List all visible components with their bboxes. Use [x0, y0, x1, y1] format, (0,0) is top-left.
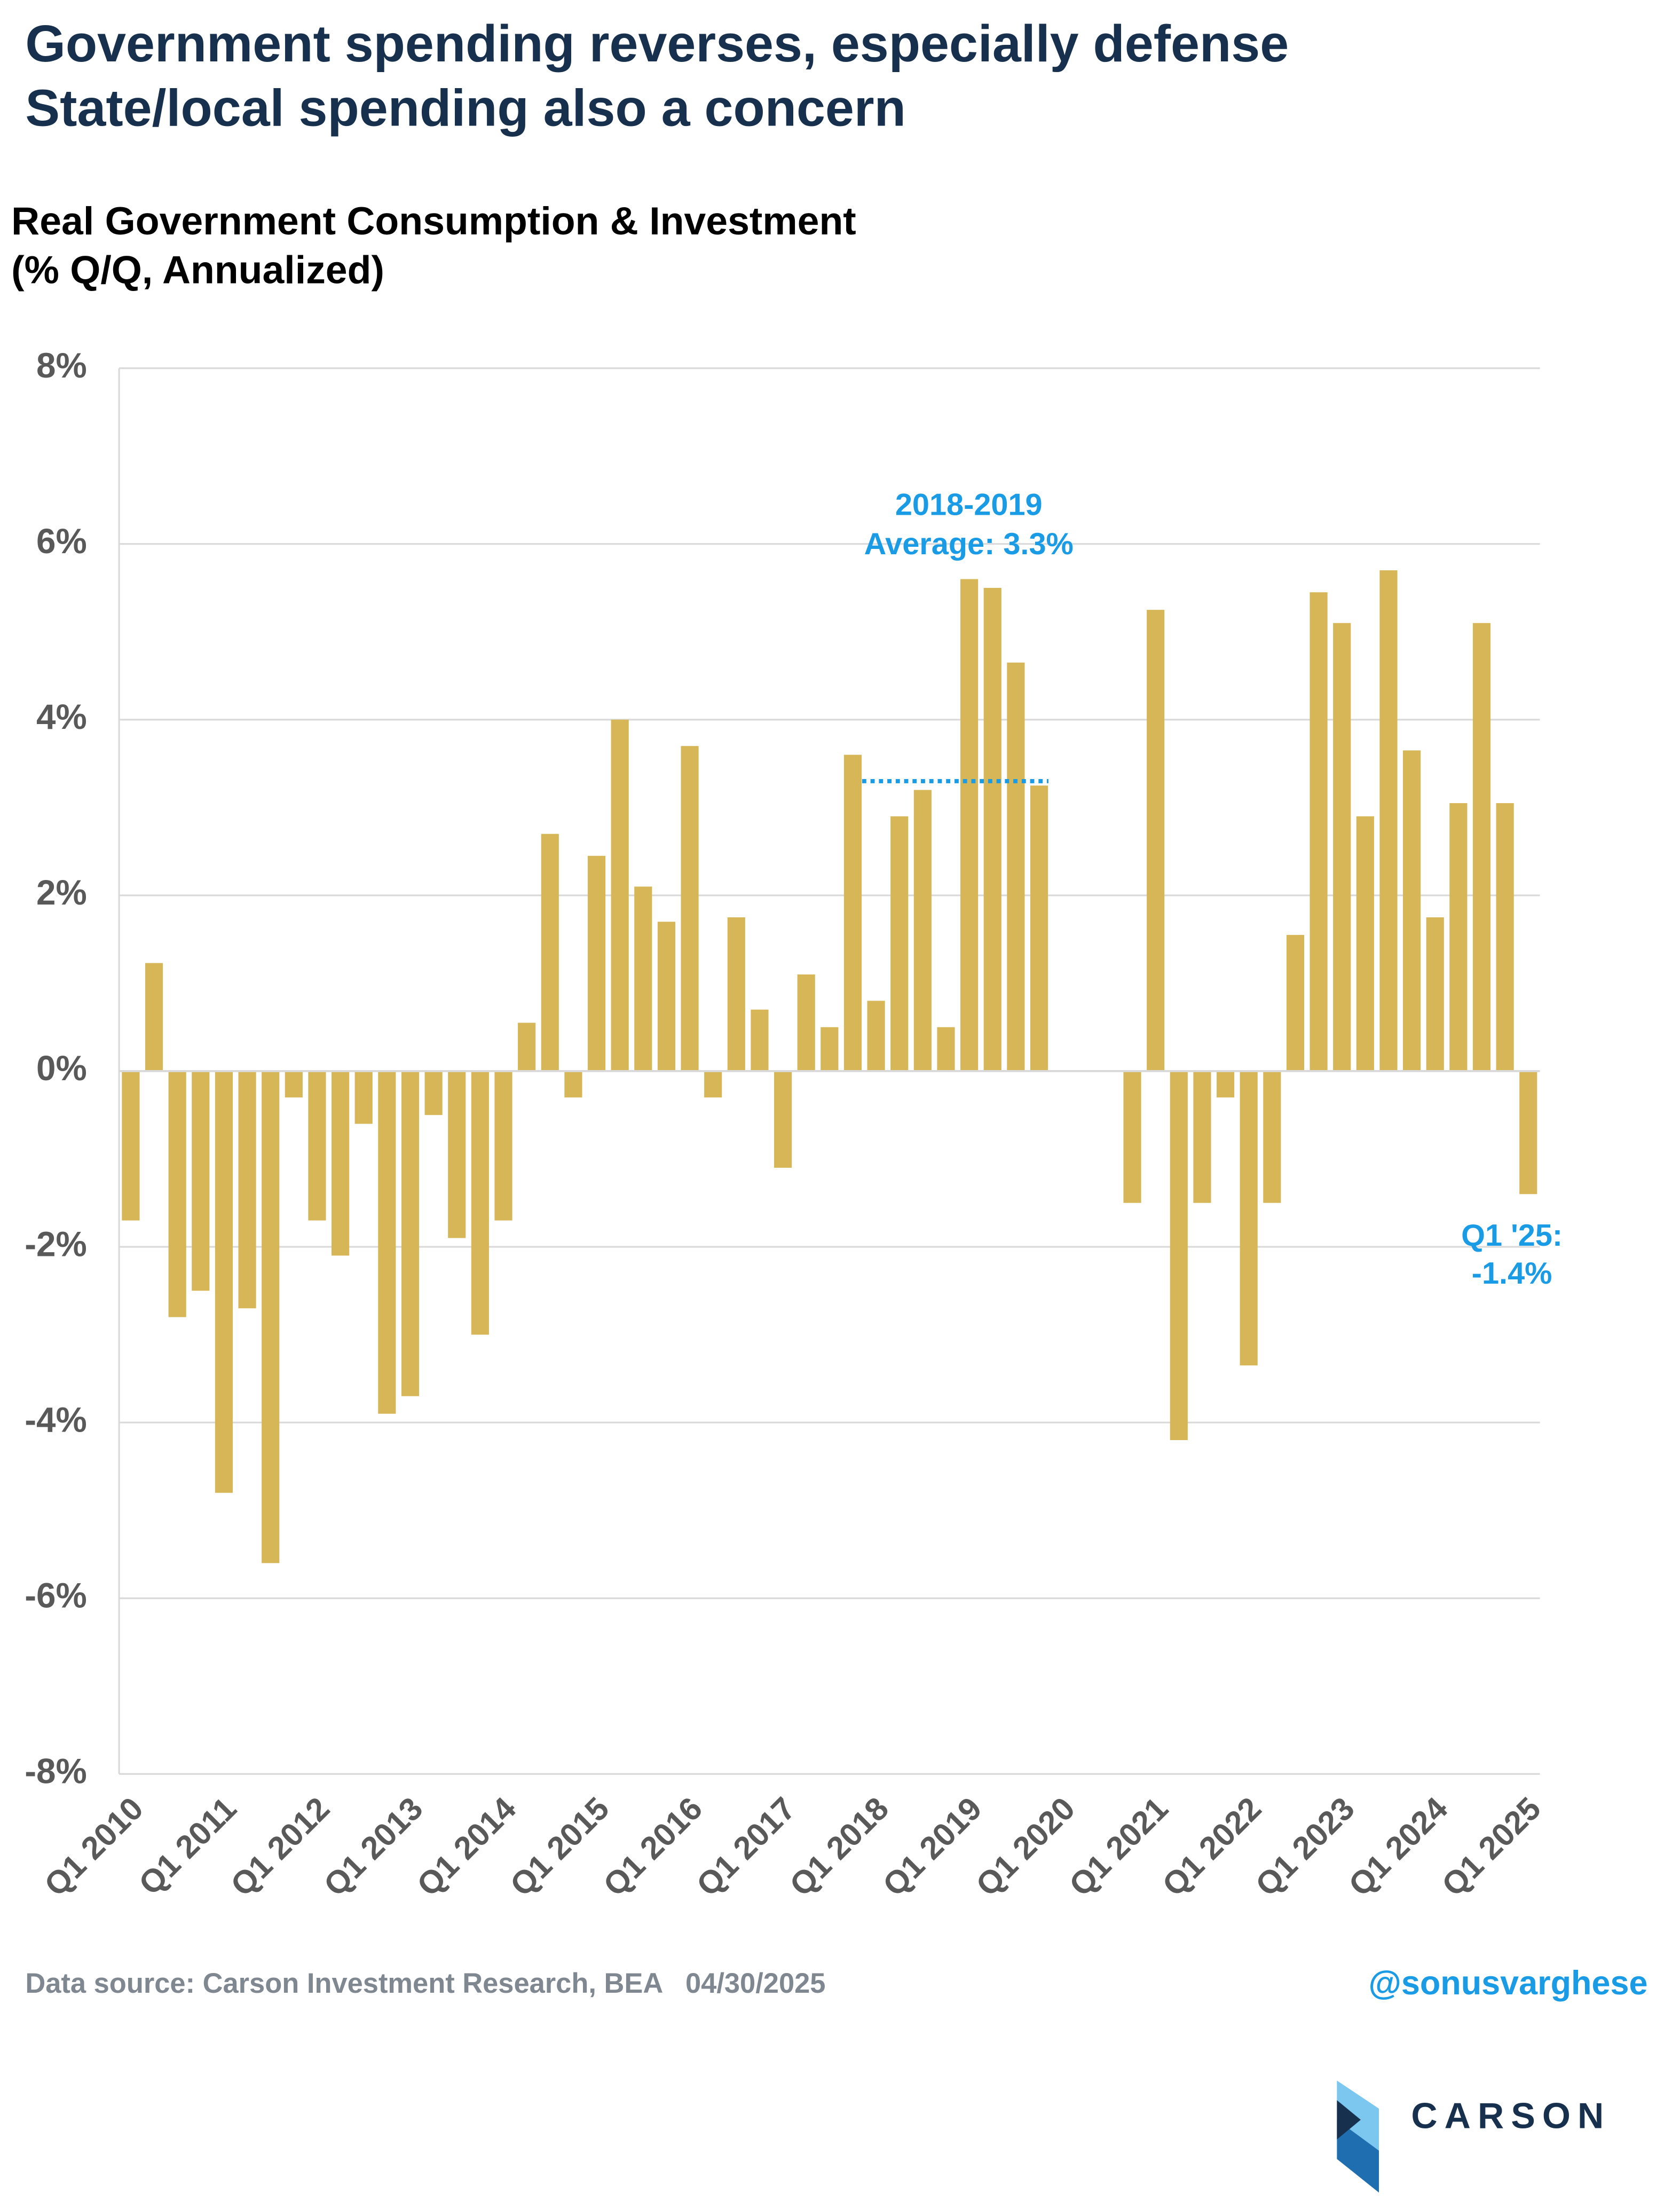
bar: [541, 834, 559, 1071]
bar: [843, 754, 862, 1071]
bar: [611, 719, 629, 1071]
bar: [937, 1027, 955, 1071]
bar: [1007, 662, 1025, 1071]
subtitle: State/local spending also a concern: [25, 78, 905, 137]
bar: [1449, 803, 1468, 1071]
bar: [681, 746, 699, 1071]
bar: [215, 1071, 233, 1493]
bar: [587, 855, 606, 1071]
bar: [401, 1071, 420, 1396]
bar: [1426, 917, 1444, 1071]
bar: [1519, 1071, 1537, 1194]
bar: [1216, 1071, 1235, 1098]
bar: [913, 790, 932, 1071]
bar: [448, 1071, 466, 1238]
bar: [797, 974, 815, 1071]
axis-title: Real Government Consumption & Investment: [11, 199, 856, 243]
bar: [983, 587, 1001, 1071]
bar: [634, 886, 652, 1071]
bar: [308, 1071, 326, 1221]
bar: [378, 1071, 396, 1414]
bar: [1333, 623, 1351, 1071]
axis-title: (% Q/Q, Annualized): [11, 248, 384, 292]
bar: [1030, 785, 1048, 1071]
annotation: 2018-2019: [895, 488, 1043, 522]
bar: [1496, 803, 1514, 1071]
annotation: Average: 3.3%: [864, 527, 1074, 561]
bar: [262, 1071, 280, 1563]
bar: [1403, 750, 1421, 1071]
bar: [494, 1071, 512, 1221]
annotation: Q1 '25:: [1461, 1219, 1563, 1253]
annotation: -1.4%: [1472, 1256, 1552, 1291]
bar: [285, 1071, 303, 1098]
bar: [1170, 1071, 1188, 1440]
bar: [1240, 1071, 1258, 1366]
bar: [332, 1071, 350, 1256]
bar: [168, 1071, 186, 1317]
bar: [518, 1023, 536, 1071]
bar: [1193, 1071, 1211, 1203]
y-tick-label: -4%: [25, 1400, 87, 1439]
bar: [1263, 1071, 1281, 1203]
bar: [704, 1071, 722, 1098]
y-tick-label: 0%: [36, 1049, 87, 1088]
source: Data source: Carson Investment Research,…: [25, 1968, 825, 1999]
bar: [1286, 934, 1305, 1071]
bar: [564, 1071, 582, 1098]
bar: [1356, 816, 1374, 1071]
bar: [890, 816, 909, 1071]
handle: @sonusvarghese: [1368, 1964, 1647, 2002]
y-tick-label: -8%: [25, 1752, 87, 1791]
bar: [1310, 592, 1328, 1071]
bar: [960, 579, 979, 1071]
y-tick-label: 4%: [36, 697, 87, 736]
bar: [1147, 610, 1165, 1071]
bar: [727, 917, 745, 1071]
bar: [1472, 623, 1491, 1071]
bar: [1379, 570, 1398, 1071]
bar: [238, 1071, 256, 1309]
bar: [471, 1071, 489, 1335]
y-tick-label: 2%: [36, 873, 87, 912]
logo-icon: [1337, 2080, 1379, 2193]
bar: [657, 922, 675, 1071]
title: Government spending reverses, especially…: [25, 14, 1289, 73]
bar: [145, 963, 163, 1071]
brand: CARSON: [1411, 2095, 1611, 2136]
bar: [821, 1027, 839, 1071]
bar: [751, 1009, 769, 1071]
bar: [354, 1071, 373, 1124]
bar: [867, 1001, 885, 1071]
bar: [122, 1071, 140, 1221]
bar: [192, 1071, 210, 1291]
y-tick-label: 6%: [36, 522, 87, 561]
y-tick-label: -6%: [25, 1576, 87, 1615]
bar: [424, 1071, 443, 1115]
bar: [774, 1071, 792, 1168]
y-tick-label: -2%: [25, 1224, 87, 1263]
bar: [1123, 1071, 1141, 1203]
y-tick-label: 8%: [36, 346, 87, 385]
